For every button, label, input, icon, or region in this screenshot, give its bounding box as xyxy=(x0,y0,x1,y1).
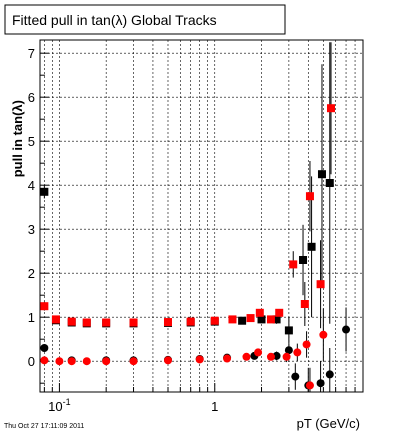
data-point-circle xyxy=(102,357,111,366)
y-tick-label: 0 xyxy=(28,354,35,369)
data-point-square xyxy=(299,256,308,264)
data-point-circle xyxy=(316,379,325,388)
y-tick-label: 1 xyxy=(28,310,35,325)
data-point-circle xyxy=(82,357,91,366)
data-point-square xyxy=(102,318,111,327)
data-point-square xyxy=(255,308,264,317)
title-frame xyxy=(4,4,286,35)
data-point-square xyxy=(67,317,76,326)
data-point-circle xyxy=(302,340,311,349)
x-axis-label: pT (GeV/c) xyxy=(297,416,360,431)
data-marks xyxy=(40,42,351,392)
y-axis-label: pull in tan(λ) xyxy=(10,100,25,177)
data-point-square xyxy=(238,316,247,325)
data-point-square xyxy=(129,318,138,327)
data-point-circle xyxy=(55,357,64,366)
data-point-circle xyxy=(223,354,232,363)
data-point-square xyxy=(266,315,275,324)
data-point-square xyxy=(289,260,298,269)
data-point-circle xyxy=(342,325,351,334)
chart-title: Fitted pull in tan(λ) Global Tracks xyxy=(12,12,217,28)
data-point-circle xyxy=(129,357,138,366)
axes: 0 1 2 3 4 5 6 7 10-1 1 xyxy=(28,46,364,414)
data-point-square xyxy=(40,187,49,196)
data-point-circle xyxy=(325,370,334,379)
title-box: Fitted pull in tan(λ) Global Tracks xyxy=(4,4,286,35)
y-tick-label: 6 xyxy=(28,90,35,105)
data-point-square xyxy=(300,300,309,308)
data-point-square xyxy=(275,308,284,317)
y-tick-label: 2 xyxy=(28,266,35,281)
data-point-square xyxy=(228,315,237,324)
data-point-circle xyxy=(254,348,263,357)
data-point-circle xyxy=(163,356,172,365)
data-point-square xyxy=(325,179,334,187)
data-point-square xyxy=(316,280,325,289)
series-2 xyxy=(40,42,335,329)
data-point-circle xyxy=(67,357,76,366)
data-point-square xyxy=(317,170,326,179)
y-tick-label: 4 xyxy=(28,178,35,193)
data-point-square xyxy=(82,318,91,327)
plot-frame xyxy=(39,39,364,393)
data-point-circle xyxy=(266,352,275,361)
data-point-circle xyxy=(195,355,204,364)
data-point-square xyxy=(186,317,195,326)
y-tick-label: 3 xyxy=(28,222,35,237)
y-tick-label: 5 xyxy=(28,134,35,149)
data-point-square xyxy=(40,302,49,311)
series-1 xyxy=(40,42,334,344)
data-point-square xyxy=(210,316,219,325)
data-point-circle xyxy=(291,372,300,381)
data-point-circle xyxy=(282,352,291,361)
data-point-circle xyxy=(242,352,251,361)
timestamp: Thu Oct 27 17:11:09 2011 xyxy=(4,423,84,430)
data-point-square xyxy=(246,314,255,323)
data-point-circle xyxy=(293,348,302,357)
data-point-circle xyxy=(40,356,49,365)
data-point-square xyxy=(257,315,266,324)
data-point-circle xyxy=(319,330,328,339)
data-point-square xyxy=(326,104,335,113)
data-point-square xyxy=(272,315,281,324)
y-tick-label: 7 xyxy=(28,46,35,61)
data-point-square xyxy=(51,315,60,324)
data-point-square xyxy=(284,326,293,335)
data-point-circle xyxy=(305,381,314,390)
series-4 xyxy=(40,308,328,392)
data-point-circle xyxy=(40,344,49,352)
x-tick-label: 1 xyxy=(211,399,218,414)
grid xyxy=(40,40,364,392)
data-point-square xyxy=(305,192,314,201)
data-point-square xyxy=(307,242,316,251)
data-point-square xyxy=(163,318,172,327)
x-tick-label: 10-1 xyxy=(48,397,70,414)
